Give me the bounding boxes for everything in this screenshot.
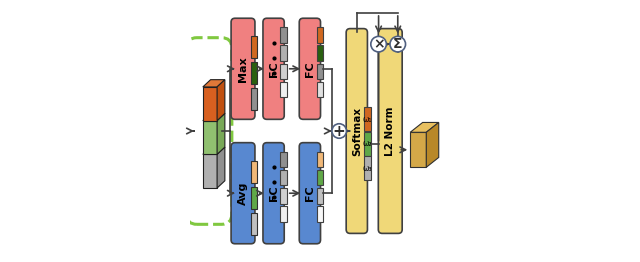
Circle shape: [332, 124, 346, 138]
FancyBboxPatch shape: [317, 64, 323, 79]
FancyBboxPatch shape: [251, 213, 257, 235]
Text: ω₃: ω₃: [363, 164, 372, 173]
Text: Avg: Avg: [238, 182, 248, 205]
FancyBboxPatch shape: [280, 206, 287, 222]
FancyBboxPatch shape: [231, 143, 255, 244]
Polygon shape: [203, 87, 217, 121]
Polygon shape: [203, 113, 225, 121]
FancyBboxPatch shape: [346, 29, 367, 233]
FancyBboxPatch shape: [280, 45, 287, 61]
Polygon shape: [410, 122, 439, 132]
Text: ×: ×: [372, 37, 385, 51]
Polygon shape: [217, 80, 225, 121]
FancyBboxPatch shape: [364, 107, 371, 131]
Polygon shape: [426, 122, 439, 167]
Text: ω₂: ω₂: [363, 139, 372, 148]
Text: FC: FC: [269, 61, 278, 77]
FancyBboxPatch shape: [280, 64, 287, 79]
Circle shape: [371, 36, 387, 52]
FancyBboxPatch shape: [263, 18, 284, 119]
Polygon shape: [217, 147, 225, 188]
Text: ω₁: ω₁: [363, 114, 372, 124]
FancyBboxPatch shape: [231, 18, 255, 119]
FancyBboxPatch shape: [300, 18, 321, 119]
FancyBboxPatch shape: [251, 187, 257, 209]
Text: FC: FC: [269, 185, 278, 201]
FancyBboxPatch shape: [317, 188, 323, 204]
FancyBboxPatch shape: [280, 188, 287, 204]
Polygon shape: [410, 132, 426, 167]
FancyBboxPatch shape: [300, 143, 321, 244]
Text: Max: Max: [238, 56, 248, 81]
Circle shape: [390, 36, 406, 52]
FancyBboxPatch shape: [317, 82, 323, 97]
FancyBboxPatch shape: [251, 88, 257, 110]
FancyBboxPatch shape: [317, 206, 323, 222]
FancyBboxPatch shape: [364, 132, 371, 156]
Text: FC: FC: [305, 61, 315, 77]
FancyBboxPatch shape: [317, 170, 323, 185]
Polygon shape: [203, 121, 217, 154]
Text: FC: FC: [305, 185, 315, 201]
FancyBboxPatch shape: [280, 82, 287, 97]
FancyBboxPatch shape: [251, 62, 257, 84]
FancyBboxPatch shape: [251, 161, 257, 183]
Polygon shape: [203, 154, 217, 188]
Text: Softmax: Softmax: [352, 106, 362, 156]
FancyBboxPatch shape: [280, 170, 287, 185]
FancyBboxPatch shape: [378, 29, 402, 233]
FancyBboxPatch shape: [251, 36, 257, 58]
FancyBboxPatch shape: [280, 152, 287, 167]
Text: +: +: [333, 123, 346, 139]
Text: L2 Norm: L2 Norm: [385, 106, 396, 156]
Polygon shape: [203, 80, 225, 87]
FancyBboxPatch shape: [317, 45, 323, 61]
Polygon shape: [203, 147, 225, 154]
FancyBboxPatch shape: [317, 152, 323, 167]
FancyBboxPatch shape: [317, 27, 323, 43]
FancyBboxPatch shape: [280, 27, 287, 43]
FancyBboxPatch shape: [263, 143, 284, 244]
Text: Σ: Σ: [393, 37, 403, 51]
Polygon shape: [217, 113, 225, 154]
FancyBboxPatch shape: [364, 156, 371, 180]
